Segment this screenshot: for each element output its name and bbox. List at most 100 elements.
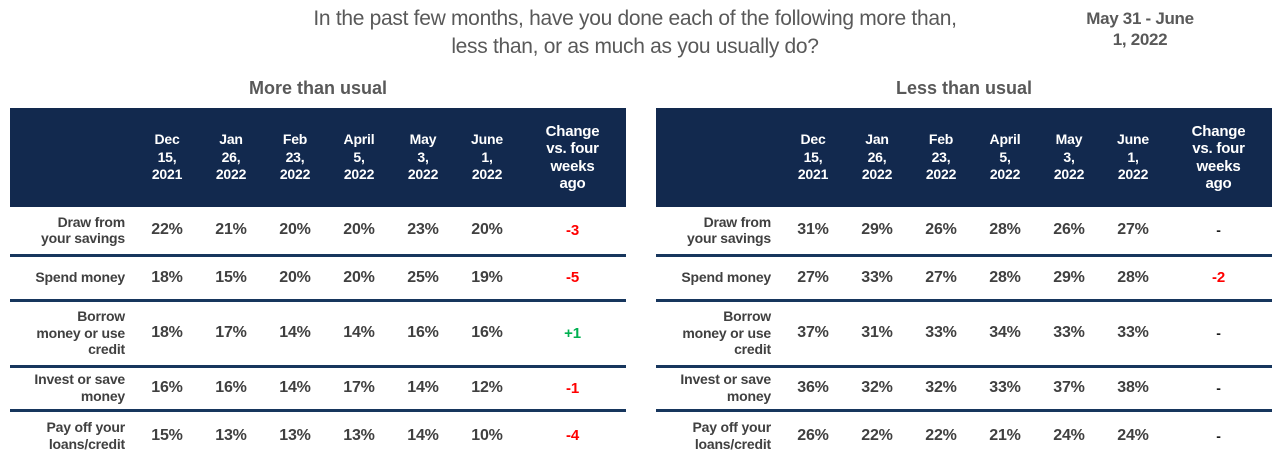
percent-value-cell: 17% — [215, 324, 247, 341]
percent-value-cell: 13% — [343, 426, 375, 444]
row-label-cell: Pay off your loans/credit — [692, 419, 771, 452]
percent-value-cell: 26% — [797, 426, 829, 444]
date-column-header: May 3, 2022 — [391, 108, 455, 207]
percent-value-cell: 37% — [1053, 379, 1085, 396]
percent-value-cell: 32% — [861, 379, 893, 396]
corner-cell — [10, 108, 135, 207]
date-column-header: June 1, 2022 — [1101, 108, 1165, 207]
percent-value-cell: 15% — [151, 426, 183, 444]
percent-value-cell: 21% — [215, 221, 247, 239]
header-row: Dec 15, 2021 Jan 26, 2022 Feb 23, 2022 Apri… — [656, 108, 1272, 207]
survey-question-title: In the past few months, have you done ea… — [313, 7, 957, 58]
percent-value-cell: 29% — [1053, 268, 1085, 286]
row-label-cell: Invest or save money — [34, 371, 125, 404]
row-label-cell: Spend money — [35, 269, 125, 286]
less-than-usual-table: Dec 15, 2021 Jan 26, 2022 Feb 23, 2022 Apri… — [656, 108, 1272, 460]
row-label-cell: Pay off your loans/credit — [46, 419, 125, 452]
percent-value-cell: 38% — [1117, 379, 1149, 396]
percent-value-cell: 16% — [215, 379, 247, 396]
percent-value-cell: 13% — [279, 426, 311, 444]
table-row: Spend money 18% 15% 20% 20% 25% 19% -5 — [10, 255, 626, 300]
date-column-header: Feb 23, 2022 — [909, 108, 973, 207]
header-row: Dec 15, 2021 Jan 26, 2022 Feb 23, 2022 Apri… — [10, 108, 626, 207]
date-column-header: Jan 26, 2022 — [845, 108, 909, 207]
more-than-usual-panel: More than usual Dec 15, 2021 Jan 26, 2022… — [10, 78, 626, 460]
change-value-cell: -1 — [566, 379, 579, 397]
survey-date-range: May 31 - June 1, 2022 — [1086, 9, 1194, 49]
percent-value-cell: 22% — [925, 426, 957, 444]
percent-value-cell: 33% — [1117, 324, 1149, 341]
percent-value-cell: 29% — [861, 221, 893, 239]
more-than-usual-table: Dec 15, 2021 Jan 26, 2022 Feb 23, 2022 Apri… — [10, 108, 626, 460]
percent-value-cell: 26% — [1053, 221, 1085, 239]
row-label-cell: Draw from your savings — [41, 213, 125, 247]
percent-value-cell: 28% — [989, 221, 1021, 239]
percent-value-cell: 20% — [279, 221, 311, 239]
change-column-header: Change vs. four weeks ago — [1165, 108, 1272, 207]
percent-value-cell: 34% — [989, 324, 1021, 341]
percent-value-cell: 19% — [471, 268, 503, 286]
percent-value-cell: 26% — [925, 221, 957, 239]
percent-value-cell: 16% — [151, 379, 183, 396]
percent-value-cell: 25% — [407, 268, 439, 286]
percent-value-cell: 27% — [1117, 221, 1149, 239]
percent-value-cell: 13% — [215, 426, 247, 444]
date-column-header: April 5, 2022 — [973, 108, 1037, 207]
table-row: Borrow money or use credit 18% 17% 14% 14% 16… — [10, 300, 626, 366]
change-value-cell: -4 — [566, 427, 579, 445]
percent-value-cell: 10% — [471, 426, 503, 444]
percent-value-cell: 14% — [343, 324, 375, 341]
section-title-more-than-usual: More than usual — [248, 78, 387, 98]
percent-value-cell: 20% — [279, 268, 311, 286]
change-value-cell: -3 — [566, 221, 579, 239]
date-column-header: Jan 26, 2022 — [199, 108, 263, 207]
percent-value-cell: 16% — [407, 324, 439, 341]
percent-value-cell: 31% — [861, 324, 893, 341]
change-value-cell: - — [1216, 325, 1221, 341]
percent-value-cell: 12% — [471, 379, 503, 396]
row-label-cell: Borrow money or use credit — [36, 308, 125, 358]
date-column-header: June 1, 2022 — [455, 108, 519, 207]
change-value-cell: -5 — [566, 269, 579, 286]
percent-value-cell: 28% — [989, 268, 1021, 286]
less-than-usual-panel: Less than usual Dec 15, 2021 Jan 26, 2022… — [656, 78, 1272, 460]
row-label-cell: Spend money — [681, 269, 771, 286]
percent-value-cell: 22% — [151, 221, 183, 239]
percent-value-cell: 20% — [471, 221, 503, 239]
row-label-cell: Borrow money or use credit — [682, 308, 771, 358]
table-row: Borrow money or use credit 37% 31% 33% 34% 33… — [656, 300, 1272, 366]
table-row: Invest or save money 16% 16% 14% 17% 14% 12% -1 — [10, 366, 626, 410]
change-value-cell: - — [1216, 380, 1221, 396]
percent-value-cell: 33% — [1053, 324, 1085, 341]
change-value-cell: +1 — [564, 324, 581, 342]
date-column-header: Dec 15, 2021 — [135, 108, 199, 207]
percent-value-cell: 33% — [989, 379, 1021, 396]
percent-value-cell: 14% — [407, 426, 439, 444]
percent-value-cell: 21% — [989, 426, 1021, 444]
table-row: Pay off your loans/credit 15% 13% 13% 13% 14%… — [10, 410, 626, 460]
percent-value-cell: 37% — [797, 324, 829, 341]
percent-value-cell: 33% — [925, 324, 957, 341]
section-title-less-than-usual: Less than usual — [895, 78, 1033, 98]
table-row: Draw from your savings 22% 21% 20% 20% 23% 20%… — [10, 207, 626, 255]
table-row: Pay off your loans/credit 26% 22% 22% 21% 24%… — [656, 410, 1272, 460]
corner-cell — [656, 108, 781, 207]
percent-value-cell: 33% — [861, 268, 893, 286]
percent-value-cell: 18% — [151, 268, 183, 286]
percent-value-cell: 14% — [407, 379, 439, 396]
percent-value-cell: 15% — [215, 268, 247, 286]
percent-value-cell: 22% — [861, 426, 893, 444]
change-column-header: Change vs. four weeks ago — [519, 108, 626, 207]
date-column-header: April 5, 2022 — [327, 108, 391, 207]
date-column-header: Feb 23, 2022 — [263, 108, 327, 207]
percent-value-cell: 17% — [343, 379, 375, 396]
row-label-cell: Invest or save money — [680, 371, 771, 404]
percent-value-cell: 24% — [1117, 426, 1149, 444]
percent-value-cell: 36% — [797, 379, 829, 396]
table-row: Draw from your savings 31% 29% 26% 28% 26% 27%… — [656, 207, 1272, 255]
date-column-header: May 3, 2022 — [1037, 108, 1101, 207]
change-value-cell: - — [1216, 427, 1221, 444]
percent-value-cell: 20% — [343, 221, 375, 239]
percent-value-cell: 16% — [471, 324, 503, 341]
